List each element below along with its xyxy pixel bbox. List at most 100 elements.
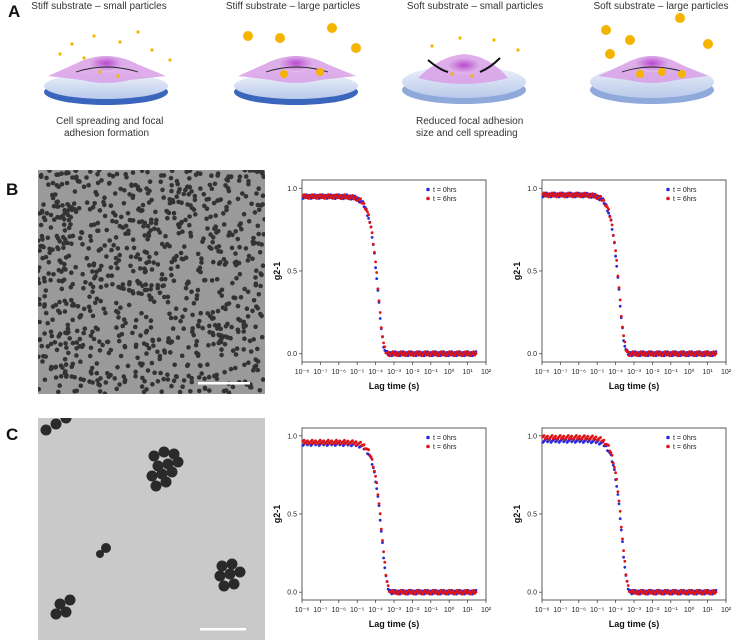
particle xyxy=(48,212,54,218)
particle xyxy=(113,255,119,261)
particle xyxy=(57,383,62,388)
particle xyxy=(256,207,262,213)
particle xyxy=(237,244,242,250)
data-point xyxy=(611,233,615,237)
data-point xyxy=(351,439,354,442)
particle xyxy=(208,232,213,237)
particle xyxy=(168,350,173,355)
particle xyxy=(47,246,52,252)
data-point xyxy=(614,471,617,475)
particle xyxy=(129,218,134,223)
particle xyxy=(72,389,77,394)
data-point xyxy=(391,350,395,354)
data-point xyxy=(615,477,619,481)
particle xyxy=(95,172,100,177)
particle xyxy=(199,260,204,265)
particle xyxy=(80,271,85,277)
particle xyxy=(66,225,72,231)
data-point xyxy=(602,438,606,442)
particle xyxy=(223,324,229,329)
particle xyxy=(155,282,161,288)
particle xyxy=(157,356,163,362)
particle xyxy=(122,377,128,383)
particle xyxy=(175,222,181,227)
particle xyxy=(147,254,152,260)
particle xyxy=(38,319,42,325)
data-point xyxy=(338,439,342,443)
data-point xyxy=(474,590,478,594)
x-tick-label: 10⁻⁷ xyxy=(313,369,327,376)
particle xyxy=(67,336,72,341)
particle xyxy=(260,193,265,198)
particle xyxy=(227,200,232,205)
data-point xyxy=(399,350,403,354)
particle xyxy=(73,264,78,270)
particle xyxy=(206,196,212,202)
particle xyxy=(169,188,174,194)
data-point xyxy=(575,434,578,437)
data-point xyxy=(374,266,377,270)
data-point xyxy=(583,191,586,195)
particle xyxy=(50,192,55,198)
x-tick-label: 10⁻⁴ xyxy=(608,369,623,376)
data-point xyxy=(382,341,385,345)
particle xyxy=(88,238,94,243)
x-tick-label: 10⁻¹ xyxy=(664,607,678,614)
tem-image-large-particles xyxy=(38,418,265,640)
particle xyxy=(102,243,107,248)
particle xyxy=(98,284,104,290)
particle xyxy=(57,258,62,263)
data-point xyxy=(647,588,651,592)
particle xyxy=(122,343,128,349)
data-point xyxy=(566,434,570,437)
particle xyxy=(243,194,249,199)
y-axis-label: g2-1 xyxy=(272,262,282,281)
data-point xyxy=(562,434,566,438)
x-tick-label: 10⁻⁸ xyxy=(295,369,309,376)
particle xyxy=(155,262,161,267)
particle xyxy=(191,207,197,212)
particle xyxy=(127,280,132,285)
particle xyxy=(64,345,69,350)
particle xyxy=(70,317,75,323)
particle xyxy=(100,342,105,348)
particle xyxy=(130,330,135,336)
data-point xyxy=(625,579,629,583)
data-point xyxy=(381,541,384,544)
data-point xyxy=(626,584,630,587)
x-tick-label: 10⁻⁶ xyxy=(332,369,346,376)
data-point xyxy=(386,350,390,354)
particle xyxy=(230,280,235,286)
data-point xyxy=(651,351,654,354)
note-stiff-small: Cell spreading and focal adhesion format… xyxy=(56,116,163,140)
particle xyxy=(63,330,68,335)
particle xyxy=(42,331,47,336)
series-t0 xyxy=(301,440,478,596)
particle xyxy=(123,172,128,177)
particle xyxy=(167,311,172,317)
particle xyxy=(165,299,171,305)
data-point xyxy=(439,350,443,354)
particle xyxy=(139,311,144,316)
y-axis-label: g2-1 xyxy=(512,262,522,281)
data-point xyxy=(616,493,620,496)
data-point xyxy=(373,469,376,473)
particle xyxy=(127,192,132,197)
particle xyxy=(162,348,167,353)
particle xyxy=(133,324,138,330)
soft-large-scene xyxy=(590,13,714,104)
particle xyxy=(98,246,103,252)
particle xyxy=(158,179,163,185)
particle xyxy=(112,376,117,381)
x-tick-label: 10⁻² xyxy=(405,607,419,614)
particle xyxy=(58,374,64,379)
particle xyxy=(48,277,53,283)
data-point xyxy=(370,458,374,461)
particle xyxy=(39,210,45,215)
particle xyxy=(242,286,247,292)
particle xyxy=(104,339,110,345)
soft-small-scene xyxy=(402,36,526,104)
data-point xyxy=(403,351,406,354)
particle xyxy=(188,234,194,239)
panel-label-b: B xyxy=(6,180,19,199)
